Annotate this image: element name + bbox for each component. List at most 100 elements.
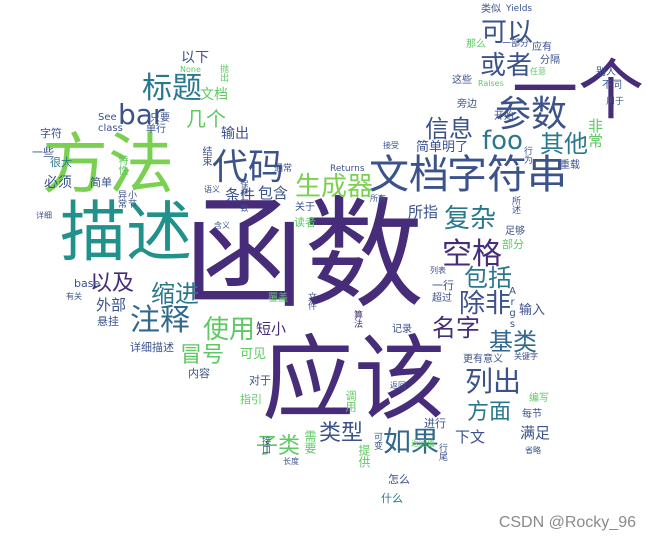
word-bixu: 必须 <box>44 175 72 191</box>
word-kejian: 可见 <box>240 347 267 362</box>
word-bianxie: 编写 <box>529 393 549 404</box>
word-yibufen: 一部分 <box>502 39 530 49</box>
word-guanyu: 关于 <box>295 202 315 213</box>
word-jiandanmingle: 简单明了 <box>416 140 469 155</box>
word-yinggai: 应该 <box>262 326 447 433</box>
word-hanshu: 函数 <box>184 186 424 325</box>
word-yuyi: 语义 <box>204 185 220 194</box>
watermark: CSDN @Rocky_96 <box>498 514 636 531</box>
word-tongchang: 通常 <box>274 164 293 174</box>
word-maohao: 冒号 <box>180 343 225 368</box>
word-duzhe: 读者 <box>294 216 316 229</box>
word-suoyou: 所有 <box>370 194 386 203</box>
word-duanxiao: 短小 <box>256 320 287 338</box>
word-suozhi: 所指 <box>408 203 439 221</box>
word-henda: 很大 <box>50 156 72 169</box>
word-yields: Yields <box>506 4 533 14</box>
word-keyi: 可以 <box>481 18 534 48</box>
word-suoshu: 所述 <box>510 196 520 214</box>
word-chaoguo: 超过 <box>432 293 452 304</box>
word-base: base <box>74 277 101 290</box>
word-danhang: 单行 <box>146 124 166 135</box>
word-name: 那么 <box>466 39 486 50</box>
word-ruguo: 如果 <box>383 425 440 458</box>
word-xiaojie: 小节 <box>126 190 136 208</box>
word-xiangxi: 详细 <box>36 211 52 220</box>
word-kebian: 可变 <box>372 432 382 450</box>
word-yihang: 一行 <box>432 279 454 292</box>
word-zhiyin: 指引 <box>240 393 262 406</box>
word-huozhe: 或者 <box>480 51 533 81</box>
word-fanhuizhi: 返回值 <box>411 439 435 448</box>
word-guanjianzi: 关键字 <box>514 352 538 361</box>
word-manzu: 满足 <box>520 424 551 442</box>
word-jiekou: 接口 <box>260 436 270 454</box>
word-suanfa: 算法 <box>352 310 362 328</box>
word-hanyi: 含义 <box>214 221 230 230</box>
word-wendang-small: 文档 <box>200 87 228 103</box>
word-jige: 几个 <box>186 107 226 131</box>
word-class: class <box>98 123 123 134</box>
word-xuangua: 悬挂 <box>97 315 119 328</box>
word-args: Args <box>507 286 518 330</box>
word-diaoyong: 调用 <box>344 390 357 412</box>
word-fugai: 覆盖 <box>268 293 288 304</box>
word-wenjian: 文件 <box>306 292 316 310</box>
word-changdu: 长度 <box>283 457 299 466</box>
word-suojin: 缩进 <box>151 280 199 308</box>
word-yige: 一个 <box>512 52 644 129</box>
word-jinxing: 进行 <box>424 417 446 430</box>
word-pangbian: 旁边 <box>457 99 477 110</box>
word-shenglue: 省略 <box>525 446 541 455</box>
word-jilu: 记录 <box>392 324 412 335</box>
word-see: See <box>98 112 117 123</box>
word-fangfa: 方法 <box>42 126 174 203</box>
word-foo: foo <box>482 126 523 156</box>
word-fanhui: 返回 <box>390 381 406 390</box>
word-paochu: 抛出 <box>218 64 228 82</box>
word-feichang: 非常 <box>586 118 604 148</box>
word-kongge: 空格 <box>442 237 502 272</box>
word-yixia: 以下 <box>181 50 209 66</box>
word-tiaojian: 条件 <box>225 186 256 204</box>
word-yingyou: 应有 <box>532 42 552 53</box>
word-chufei: 除非 <box>459 289 512 319</box>
word-zifu: 字符 <box>40 127 62 140</box>
word-leixing: 类型 <box>319 421 364 446</box>
word-duiyu: 对于 <box>249 374 271 387</box>
word-yixie: 一些 <box>32 146 54 159</box>
word-daima: 代码 <box>212 147 285 188</box>
word-none: None <box>180 65 201 74</box>
word-biaoti: 标题 <box>142 71 202 106</box>
word-mingzi: 名字 <box>432 314 480 342</box>
word-yiji: 以及 <box>90 271 135 296</box>
word-zhiyao: 只要 <box>150 113 170 124</box>
word-returns: Returns <box>330 164 365 174</box>
word-zilei: 子类 <box>256 434 301 459</box>
word-xiangximiaoshu: 详细描述 <box>130 341 174 354</box>
word-bufen: 部分 <box>502 238 524 251</box>
word-xuyao: 需要 <box>303 430 317 454</box>
word-baohan: 包含 <box>258 184 289 202</box>
word-jieshu: 结束 <box>200 146 211 166</box>
word-liebiao: 列表 <box>430 266 446 275</box>
word-wendang: 文档 <box>369 152 449 198</box>
word-kaishi: 开始 <box>494 111 514 122</box>
word-canshu: 参数 <box>495 94 568 135</box>
word-zenme: 怎么 <box>388 473 410 486</box>
word-xinxi: 信息 <box>425 115 473 143</box>
word-zifuchuan: 字符串 <box>447 152 567 198</box>
word-zhushi: 注释 <box>130 303 190 338</box>
word-butong: 不同 <box>602 80 622 91</box>
word-raises: Raises <box>478 79 504 88</box>
word-shuchu: 输出 <box>221 126 249 142</box>
word-zugou: 足够 <box>505 226 525 237</box>
word-miaoshu: 描述 <box>60 194 192 271</box>
word-bieren: 别人 <box>596 67 616 78</box>
word-xingwei2: 行尾 <box>437 443 447 461</box>
word-waibu: 外部 <box>96 296 127 314</box>
word-jiandan: 简单 <box>90 176 112 189</box>
word-yongyu: 用于 <box>606 97 625 107</box>
word-liechu: 列出 <box>465 365 522 398</box>
